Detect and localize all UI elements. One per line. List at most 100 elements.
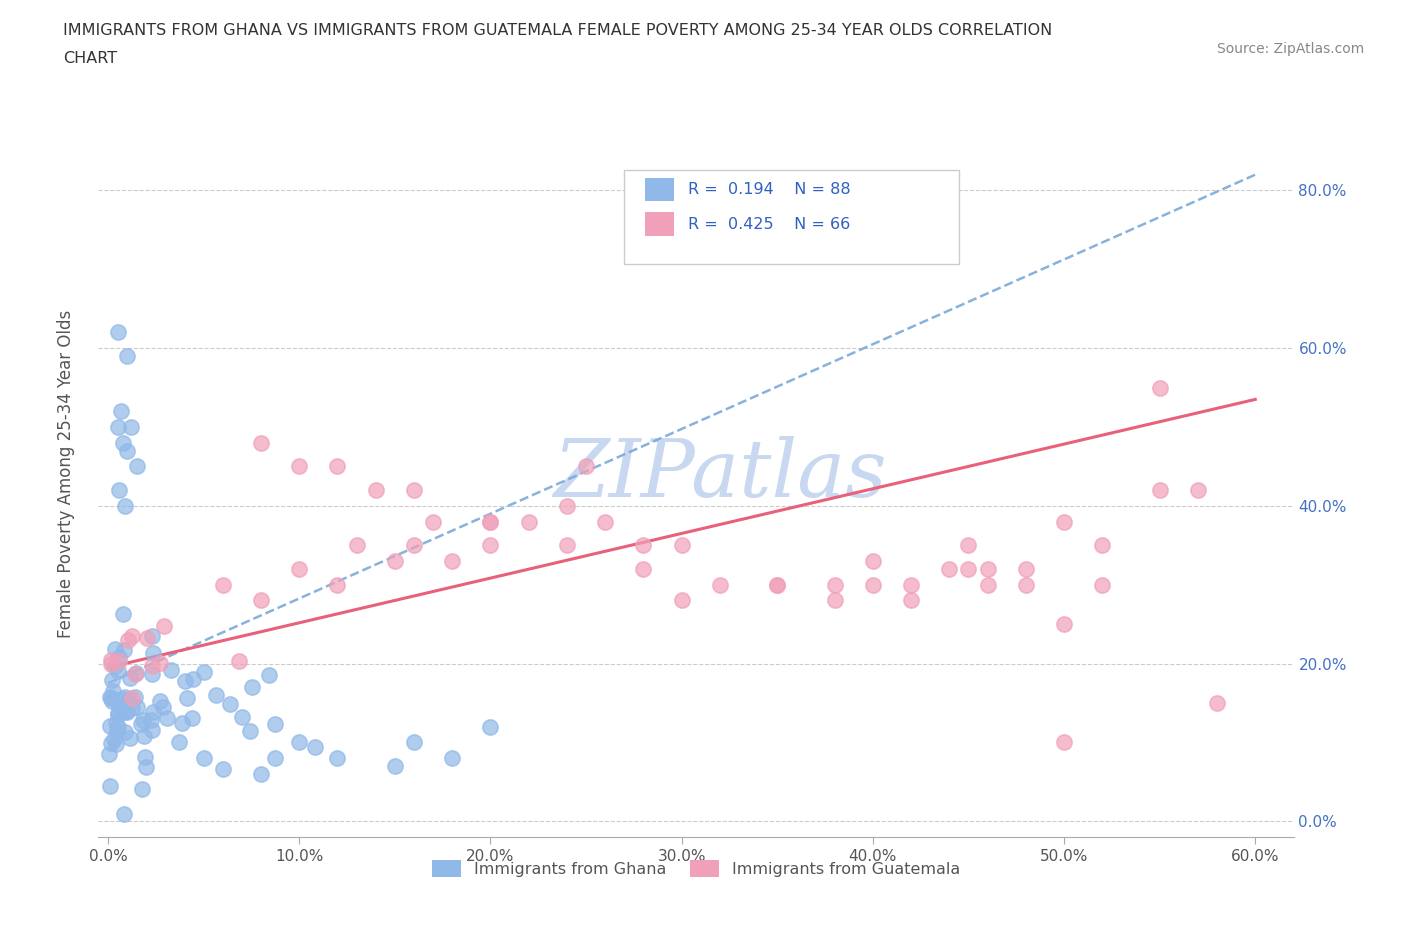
- Point: [110, 404, 132, 418]
- Point: [107, 664, 129, 679]
- Point: [105, 715, 128, 730]
- Point: [1015, 578, 1038, 592]
- Point: [441, 751, 464, 765]
- Point: [141, 658, 163, 673]
- Point: [108, 483, 131, 498]
- Point: [181, 711, 204, 726]
- Point: [766, 578, 789, 592]
- Point: [593, 514, 616, 529]
- Point: [824, 578, 846, 592]
- Point: [132, 712, 155, 727]
- FancyBboxPatch shape: [644, 178, 675, 201]
- Point: [555, 538, 578, 552]
- Point: [107, 707, 129, 722]
- Point: [938, 562, 960, 577]
- Point: [117, 632, 139, 647]
- Point: [124, 667, 146, 682]
- Point: [1091, 578, 1114, 592]
- Point: [156, 711, 179, 725]
- Point: [134, 750, 156, 764]
- Point: [121, 691, 143, 706]
- Point: [132, 729, 155, 744]
- Point: [671, 593, 693, 608]
- Point: [204, 687, 226, 702]
- Point: [108, 650, 131, 665]
- Point: [105, 737, 128, 751]
- Point: [1053, 735, 1076, 750]
- Point: [129, 716, 152, 731]
- Point: [957, 562, 980, 577]
- Point: [114, 806, 136, 821]
- Point: [957, 538, 980, 552]
- Point: [107, 699, 129, 714]
- Point: [384, 553, 406, 568]
- Point: [149, 656, 172, 671]
- Point: [326, 578, 349, 592]
- Point: [479, 719, 502, 734]
- Text: R =  0.425    N = 66: R = 0.425 N = 66: [688, 217, 849, 232]
- Point: [288, 459, 311, 474]
- Point: [107, 720, 129, 735]
- Legend: Immigrants from Ghana, Immigrants from Guatemala: Immigrants from Ghana, Immigrants from G…: [426, 853, 966, 884]
- Point: [111, 692, 134, 707]
- Point: [121, 701, 143, 716]
- Point: [107, 706, 129, 721]
- Point: [135, 759, 157, 774]
- Point: [517, 514, 540, 529]
- Point: [114, 498, 136, 513]
- Point: [169, 735, 191, 750]
- Point: [127, 700, 149, 715]
- FancyBboxPatch shape: [624, 169, 959, 264]
- Point: [139, 712, 162, 727]
- Point: [257, 668, 280, 683]
- Point: [1149, 380, 1171, 395]
- Point: [115, 349, 138, 364]
- Point: [402, 483, 425, 498]
- Point: [136, 631, 159, 646]
- Point: [98, 719, 121, 734]
- Point: [862, 553, 884, 568]
- Point: [131, 782, 153, 797]
- Point: [231, 710, 253, 724]
- Point: [124, 689, 146, 704]
- Text: R =  0.194    N = 88: R = 0.194 N = 88: [688, 181, 851, 197]
- Point: [174, 673, 197, 688]
- Point: [441, 553, 464, 568]
- Point: [115, 703, 138, 718]
- Point: [824, 593, 846, 608]
- Point: [1206, 696, 1229, 711]
- Point: [304, 739, 326, 754]
- Point: [1053, 514, 1076, 529]
- Point: [479, 514, 502, 529]
- Point: [100, 672, 122, 687]
- Point: [479, 514, 502, 529]
- Point: [115, 444, 138, 458]
- Point: [326, 459, 349, 474]
- Text: ZIPatlas: ZIPatlas: [553, 435, 887, 513]
- Point: [364, 483, 387, 498]
- Point: [98, 689, 121, 704]
- Point: [250, 435, 273, 450]
- Point: [101, 693, 124, 708]
- Point: [240, 679, 263, 694]
- Point: [104, 658, 127, 673]
- Point: [120, 419, 142, 434]
- Point: [125, 665, 148, 680]
- Point: [976, 562, 998, 577]
- Point: [862, 578, 884, 592]
- Point: [211, 578, 233, 592]
- Point: [149, 693, 172, 708]
- Y-axis label: Female Poverty Among 25-34 Year Olds: Female Poverty Among 25-34 Year Olds: [56, 311, 75, 638]
- Point: [112, 606, 135, 621]
- Point: [479, 538, 502, 552]
- Point: [141, 629, 163, 644]
- Point: [153, 619, 176, 634]
- Point: [107, 654, 129, 669]
- Point: [115, 704, 138, 719]
- Point: [1015, 562, 1038, 577]
- Point: [709, 578, 731, 592]
- Point: [211, 761, 233, 776]
- Point: [141, 667, 163, 682]
- Point: [633, 538, 655, 552]
- Point: [183, 671, 205, 686]
